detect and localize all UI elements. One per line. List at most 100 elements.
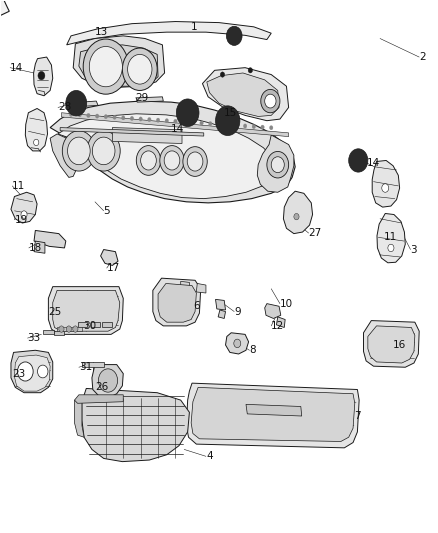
Circle shape [104, 115, 108, 119]
Circle shape [220, 72, 225, 77]
Text: 5: 5 [104, 206, 110, 216]
Text: 29: 29 [135, 93, 148, 103]
Text: 2: 2 [419, 52, 426, 62]
Text: 14: 14 [171, 124, 184, 134]
Circle shape [156, 118, 160, 122]
Circle shape [226, 26, 242, 45]
Polygon shape [50, 101, 295, 203]
Polygon shape [158, 284, 196, 322]
Circle shape [200, 121, 203, 125]
Circle shape [183, 120, 186, 124]
Circle shape [191, 120, 194, 125]
Circle shape [248, 68, 253, 73]
Text: 33: 33 [28, 333, 41, 343]
Polygon shape [377, 214, 405, 263]
Circle shape [215, 106, 240, 135]
Circle shape [269, 126, 273, 130]
Circle shape [164, 151, 180, 170]
Polygon shape [186, 383, 359, 448]
Circle shape [183, 147, 207, 176]
Circle shape [21, 211, 27, 218]
Circle shape [226, 123, 230, 127]
Circle shape [141, 151, 156, 170]
Polygon shape [60, 127, 204, 136]
Text: 7: 7 [354, 411, 360, 421]
Polygon shape [283, 191, 313, 233]
Polygon shape [78, 322, 87, 327]
Text: 1: 1 [191, 22, 198, 32]
Circle shape [261, 90, 280, 113]
Circle shape [165, 119, 169, 123]
Text: 11: 11 [384, 232, 397, 242]
Circle shape [252, 124, 255, 128]
Text: 18: 18 [29, 243, 42, 253]
Polygon shape [153, 278, 201, 326]
Text: 3: 3 [410, 245, 417, 255]
Text: 4: 4 [206, 451, 212, 462]
Polygon shape [276, 317, 285, 327]
Circle shape [122, 48, 157, 91]
Polygon shape [66, 101, 98, 108]
Circle shape [18, 362, 33, 381]
Polygon shape [74, 395, 123, 403]
Text: 14: 14 [10, 63, 23, 72]
Polygon shape [202, 68, 289, 120]
Circle shape [83, 39, 128, 94]
Circle shape [121, 116, 125, 120]
Text: 23: 23 [12, 369, 25, 378]
Polygon shape [265, 304, 281, 318]
Polygon shape [11, 192, 37, 223]
Circle shape [73, 326, 78, 332]
Polygon shape [113, 127, 182, 143]
Polygon shape [91, 322, 100, 327]
Circle shape [267, 151, 289, 178]
Text: 30: 30 [83, 321, 96, 331]
Circle shape [160, 146, 184, 175]
Circle shape [92, 137, 115, 165]
Polygon shape [53, 290, 120, 331]
Circle shape [59, 326, 64, 332]
Polygon shape [61, 113, 289, 136]
Circle shape [130, 116, 134, 120]
Text: 31: 31 [79, 362, 92, 372]
Text: 8: 8 [250, 345, 256, 356]
Polygon shape [101, 249, 118, 265]
Circle shape [127, 54, 152, 84]
Polygon shape [79, 45, 158, 86]
Circle shape [87, 114, 90, 118]
Circle shape [261, 125, 264, 130]
Circle shape [217, 122, 221, 126]
Polygon shape [74, 400, 84, 437]
Circle shape [388, 244, 394, 252]
Circle shape [99, 369, 117, 392]
Circle shape [208, 122, 212, 126]
Polygon shape [82, 389, 189, 462]
Circle shape [78, 113, 81, 117]
Polygon shape [102, 322, 112, 327]
Circle shape [66, 91, 87, 116]
Text: 16: 16 [393, 340, 406, 350]
Polygon shape [34, 57, 53, 96]
Text: 19: 19 [14, 215, 28, 225]
Circle shape [136, 146, 161, 175]
Polygon shape [58, 114, 275, 199]
Polygon shape [57, 327, 82, 331]
Circle shape [349, 149, 368, 172]
Polygon shape [181, 281, 189, 290]
Polygon shape [11, 350, 53, 393]
Circle shape [244, 124, 247, 128]
Circle shape [187, 152, 203, 171]
Circle shape [89, 46, 122, 87]
Text: 25: 25 [48, 306, 62, 317]
Polygon shape [50, 134, 78, 177]
Polygon shape [82, 362, 104, 367]
Polygon shape [196, 284, 206, 293]
Circle shape [235, 123, 238, 127]
Polygon shape [48, 287, 123, 334]
Circle shape [66, 326, 71, 332]
Circle shape [174, 119, 177, 124]
Polygon shape [34, 230, 66, 248]
Polygon shape [0, 0, 9, 22]
Text: 6: 6 [193, 301, 200, 311]
Circle shape [38, 365, 48, 378]
